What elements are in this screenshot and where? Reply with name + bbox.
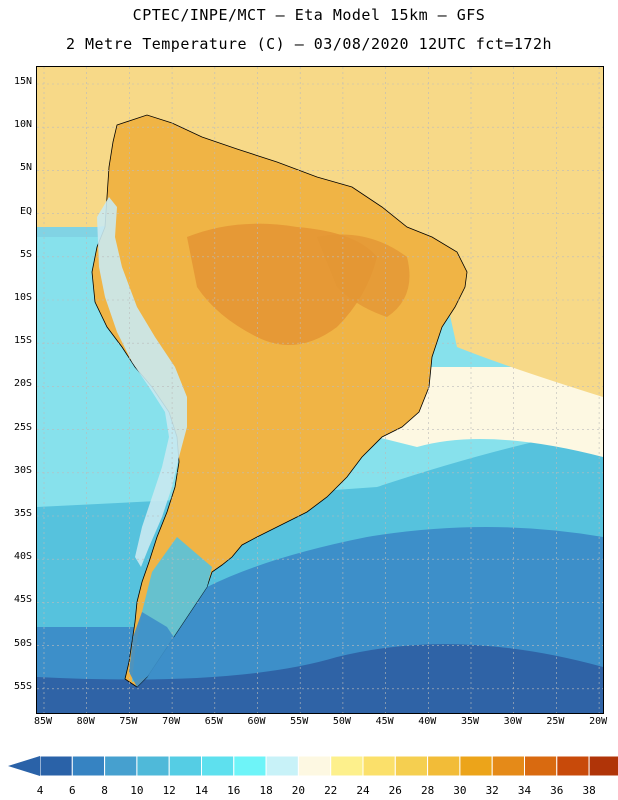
colorbar-low-arrow bbox=[8, 756, 40, 776]
colorbar-box bbox=[39, 755, 73, 777]
colorbar-box bbox=[524, 755, 558, 777]
colorbar-label: 14 bbox=[194, 784, 209, 797]
colorbar-box bbox=[136, 755, 170, 777]
lon-label: 60W bbox=[247, 716, 266, 727]
colorbar bbox=[8, 755, 618, 777]
colorbar-box bbox=[330, 755, 364, 777]
lat-label: 10S bbox=[13, 292, 32, 303]
lon-label: 75W bbox=[119, 716, 138, 727]
lat-label: EQ bbox=[19, 205, 32, 217]
colorbar-box bbox=[362, 755, 396, 777]
colorbar-label: 18 bbox=[259, 784, 273, 797]
colorbar-label: 22 bbox=[324, 784, 338, 797]
lat-label: 30S bbox=[13, 464, 32, 476]
lat-label: 15N bbox=[13, 76, 32, 87]
colorbar-box bbox=[588, 755, 618, 777]
lon-label: 20W bbox=[589, 716, 608, 727]
lat-label: 50S bbox=[13, 637, 32, 649]
colorbar-label: 36 bbox=[550, 784, 564, 797]
lat-label: 25S bbox=[13, 421, 32, 433]
colorbar-box bbox=[168, 755, 202, 777]
lon-label: 25W bbox=[546, 716, 565, 727]
colorbar-label: 30 bbox=[453, 784, 467, 797]
colorbar-label: 32 bbox=[485, 784, 499, 797]
lat-label: 15S bbox=[13, 335, 32, 347]
lat-label: 5S bbox=[19, 248, 32, 260]
lat-label: 20S bbox=[13, 378, 32, 390]
lon-label: 45W bbox=[375, 716, 394, 727]
lon-label: 50W bbox=[332, 716, 351, 727]
graticule bbox=[37, 67, 603, 713]
colorbar-box bbox=[491, 755, 526, 777]
temperature-map[interactable] bbox=[36, 66, 604, 714]
lon-label: 70W bbox=[162, 716, 181, 727]
colorbar-box bbox=[265, 755, 299, 777]
colorbar-box bbox=[556, 755, 590, 777]
colorbar-label: 28 bbox=[420, 784, 435, 797]
lon-label: 80W bbox=[76, 716, 95, 727]
colorbar-label: 24 bbox=[356, 784, 370, 797]
lat-label: 10N bbox=[13, 119, 32, 131]
colorbar-label: 26 bbox=[388, 784, 402, 797]
title-line-2: 2 Metre Temperature (C) – 03/08/2020 12U… bbox=[65, 35, 553, 53]
lat-label: 55S bbox=[13, 680, 32, 692]
colorbar-label: 34 bbox=[517, 784, 532, 797]
lon-label: 55W bbox=[290, 716, 309, 727]
title-line-1: CPTEC/INPE/MCT – Eta Model 15km – GFS bbox=[132, 6, 486, 24]
colorbar-label: 10 bbox=[130, 784, 144, 797]
colorbar-box bbox=[427, 755, 461, 777]
colorbar-label: 20 bbox=[291, 784, 306, 797]
colorbar-label: 16 bbox=[227, 784, 241, 797]
colorbar-label: 4 bbox=[36, 784, 44, 797]
colorbar-label: 12 bbox=[162, 784, 176, 797]
colorbar-box bbox=[201, 755, 235, 777]
andes-cold-strip bbox=[97, 197, 187, 567]
lat-label: 45S bbox=[13, 594, 32, 606]
colorbar-box bbox=[104, 755, 138, 777]
patagonia-cold bbox=[129, 612, 177, 687]
colorbar-label: 8 bbox=[101, 784, 108, 797]
lon-label: 85W bbox=[33, 716, 53, 727]
lon-label: 30W bbox=[503, 716, 522, 727]
colorbar-box bbox=[459, 755, 493, 777]
lat-label: 35S bbox=[13, 508, 32, 519]
lat-label: 40S bbox=[13, 551, 32, 563]
colorbar-box bbox=[71, 755, 106, 777]
colorbar-box bbox=[233, 755, 267, 777]
lat-label: 5N bbox=[19, 162, 32, 174]
colorbar-label: 6 bbox=[68, 784, 76, 797]
colorbar-box bbox=[394, 755, 429, 777]
lon-label: 65W bbox=[204, 716, 223, 727]
hot-interior-east bbox=[317, 234, 410, 317]
lon-label: 40W bbox=[418, 716, 437, 727]
lon-label: 35W bbox=[460, 716, 480, 727]
colorbar-box bbox=[297, 755, 332, 777]
colorbar-label: 38 bbox=[582, 784, 596, 797]
